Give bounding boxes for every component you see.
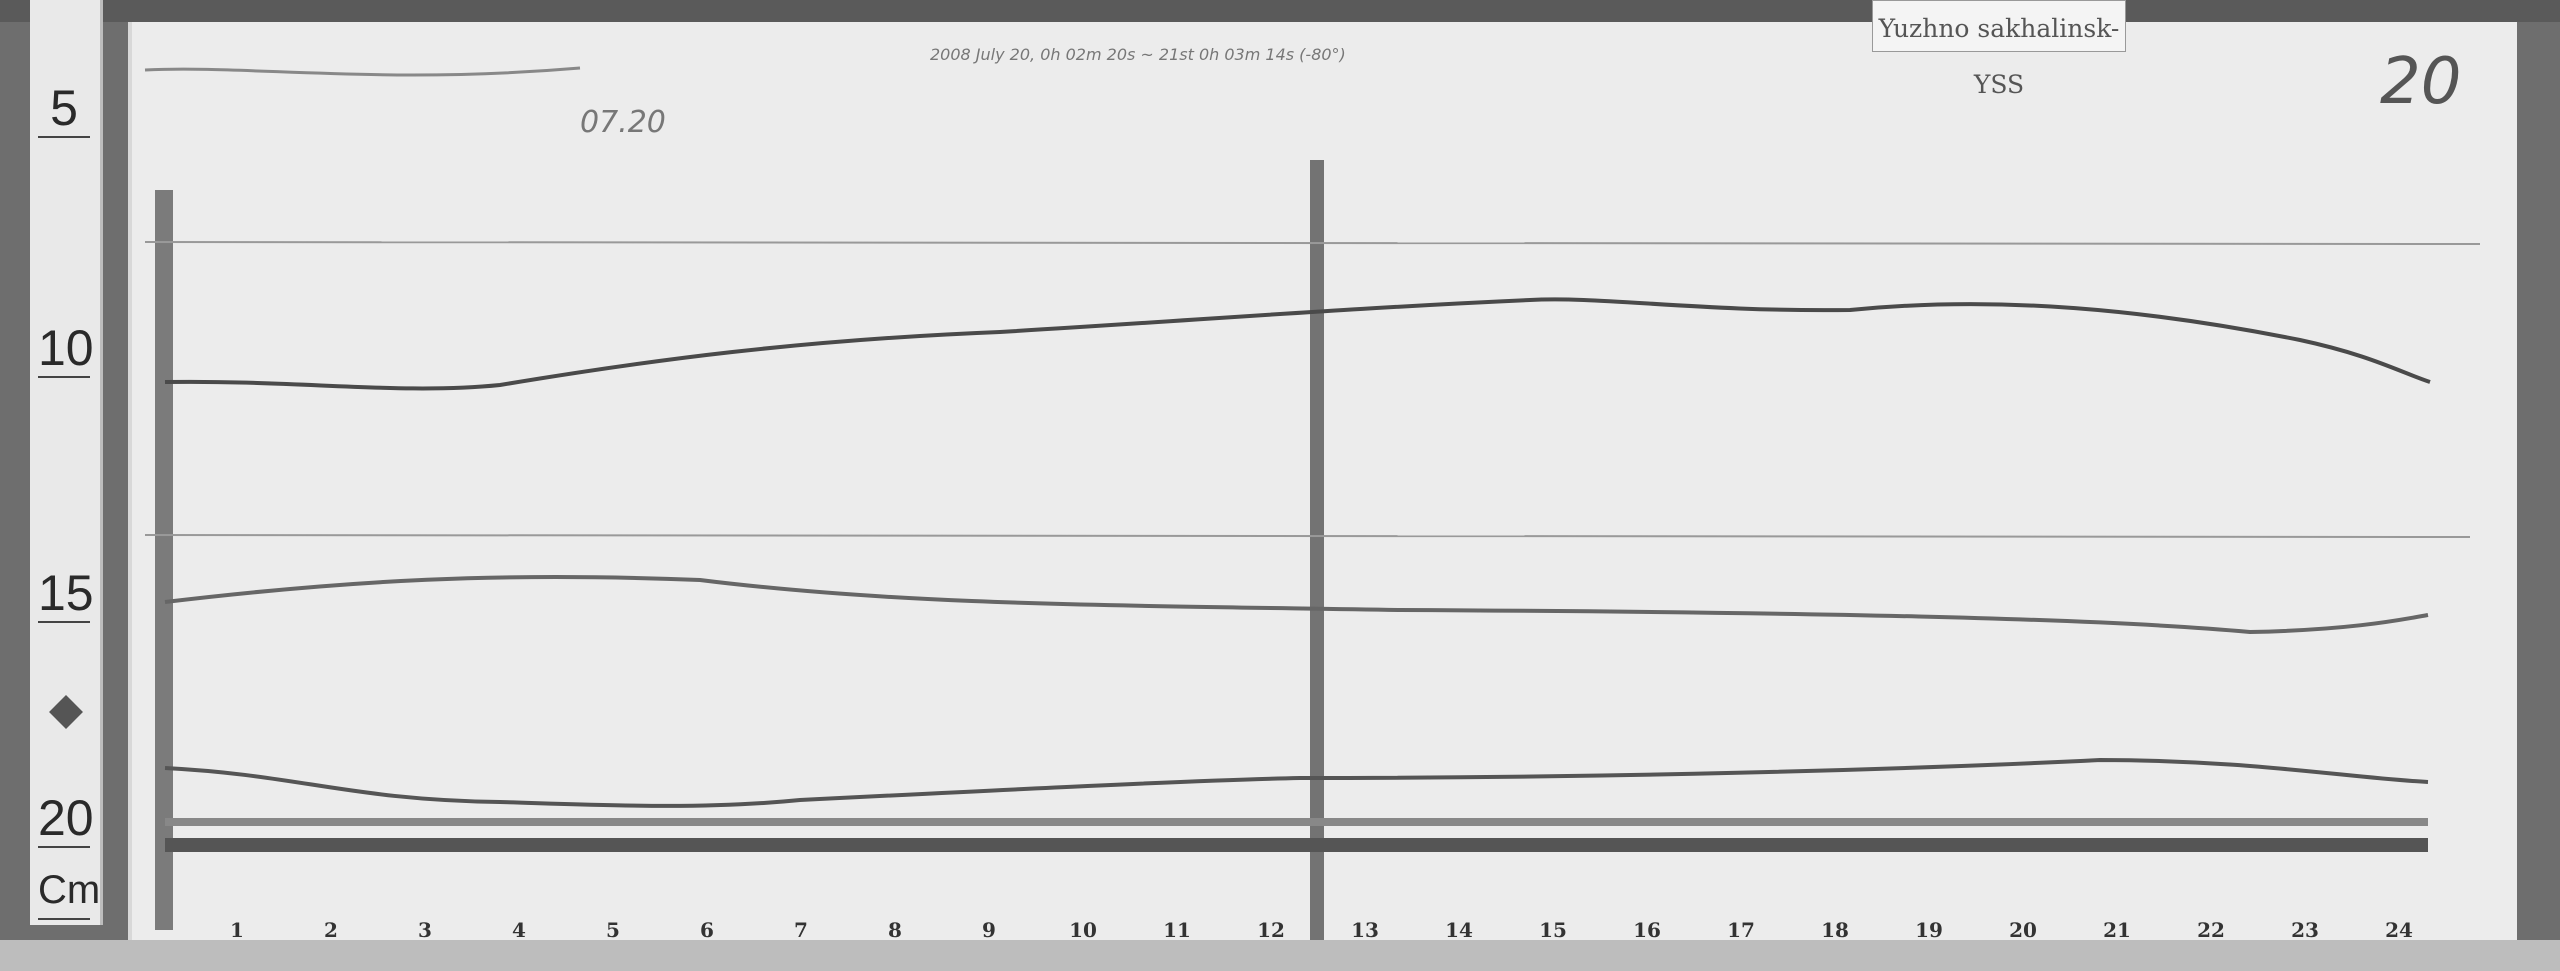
ruler-label-10: 10 xyxy=(38,320,94,378)
dark-streak-center xyxy=(1310,160,1324,940)
hour-label: 14 xyxy=(1445,918,1473,942)
time-mark-band-2 xyxy=(165,838,2428,852)
top-partial-trace xyxy=(144,66,581,77)
bottom-strip xyxy=(0,940,2560,971)
hour-label: 1 xyxy=(230,918,244,942)
hour-label: 2 xyxy=(324,918,338,942)
hour-label: 13 xyxy=(1351,918,1379,942)
header-note: 2008 July 20, 0h 02m 20s ~ 21st 0h 03m 1… xyxy=(930,45,1346,64)
sheet-number: 20 xyxy=(2380,45,2462,119)
hour-label: 7 xyxy=(794,918,808,942)
hour-label: 23 xyxy=(2291,918,2319,942)
hour-label: 3 xyxy=(418,918,432,942)
ruler-label-15: 15 xyxy=(38,565,94,623)
ruler-label-5: 5 xyxy=(38,80,90,138)
time-mark-band-1 xyxy=(165,818,2428,826)
hour-label: 20 xyxy=(2009,918,2037,942)
hour-label: 10 xyxy=(1069,918,1097,942)
hour-label: 8 xyxy=(888,918,902,942)
trace-h xyxy=(164,297,2431,391)
hour-label: 21 xyxy=(2103,918,2131,942)
hour-label: 17 xyxy=(1727,918,1755,942)
baseline-2 xyxy=(144,534,2471,538)
trace-d xyxy=(164,574,2429,635)
hour-label: 6 xyxy=(700,918,714,942)
station-label: Yuzhno sakhalinsk-YSS xyxy=(1872,0,2126,99)
hour-label: 18 xyxy=(1821,918,1849,942)
ruler-label-cm: Cm xyxy=(38,862,100,920)
hour-label: 19 xyxy=(1915,918,1943,942)
dark-streak-left xyxy=(155,190,173,930)
hour-label: 16 xyxy=(1633,918,1661,942)
hour-label: 4 xyxy=(512,918,526,942)
baseline-1 xyxy=(144,241,2481,245)
hour-label: 5 xyxy=(606,918,620,942)
ruler-label-20: 20 xyxy=(38,790,94,848)
hour-label: 22 xyxy=(2197,918,2225,942)
hour-label: 15 xyxy=(1539,918,1567,942)
date-code: 07.20 xyxy=(580,105,666,140)
hour-label: 9 xyxy=(982,918,996,942)
hour-label: 24 xyxy=(2385,918,2413,942)
scale-ruler: 5 10 15 20 Cm xyxy=(30,0,103,925)
hour-label: 11 xyxy=(1163,918,1191,942)
hour-label: 12 xyxy=(1257,918,1285,942)
trace-z xyxy=(164,757,2429,808)
